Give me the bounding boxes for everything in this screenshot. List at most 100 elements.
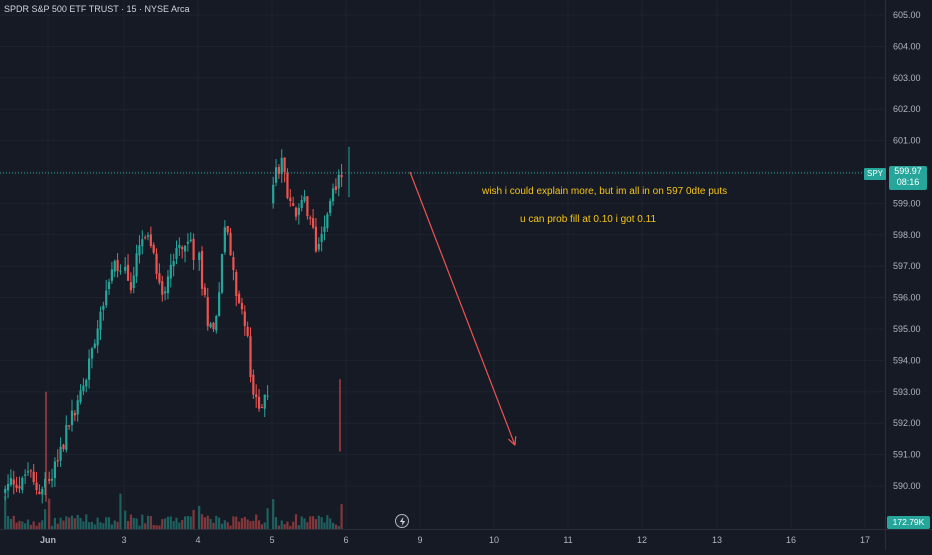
- volume-bar: [152, 524, 155, 529]
- volume-bar: [186, 516, 189, 529]
- candle-body: [283, 157, 286, 172]
- volume-bar: [79, 517, 82, 529]
- candle-body: [266, 395, 269, 397]
- volume-bar: [218, 517, 221, 529]
- time-tick-label: 11: [563, 535, 572, 545]
- candle-body: [220, 253, 224, 293]
- candle-body: [144, 237, 147, 239]
- candle-body: [126, 264, 130, 281]
- volume-bar: [206, 515, 209, 529]
- candle-body: [183, 245, 187, 252]
- candle-body: [203, 287, 206, 295]
- annotation-text-1[interactable]: wish i could explain more, but im all in…: [482, 186, 728, 197]
- candle-body: [6, 483, 10, 491]
- trend-arrow[interactable]: [409, 171, 517, 446]
- candle-body: [68, 425, 71, 427]
- volume-bar: [289, 525, 292, 529]
- time-tick-label: 10: [489, 535, 499, 545]
- candle-body: [198, 253, 201, 260]
- volume-bar: [141, 514, 144, 529]
- chart-title: SPDR S&P 500 ETF TRUST · 15 · NYSE Arca: [4, 4, 190, 14]
- volume-bar: [68, 517, 71, 529]
- lightning-icon[interactable]: [395, 514, 409, 528]
- candle-body: [41, 489, 44, 495]
- candle-body: [164, 291, 167, 294]
- volume-bar: [126, 521, 130, 529]
- candle-body: [110, 269, 113, 281]
- volume-bars: [4, 493, 343, 529]
- candle-body: [337, 174, 340, 189]
- candle-body: [226, 226, 229, 233]
- symbol-badge: SPY: [864, 168, 886, 180]
- time-axis[interactable]: Jun 3 4 5 6 9 10 11 12 13 16 17: [40, 535, 870, 545]
- candle-body: [209, 323, 212, 328]
- candle-body: [249, 336, 252, 378]
- last-price-badge: 599.97 08:16: [889, 166, 927, 190]
- volume-bar: [274, 517, 278, 529]
- candle-body: [12, 479, 15, 485]
- volume-bar: [124, 510, 127, 529]
- volume-bar: [277, 525, 280, 529]
- candle-body: [172, 261, 175, 267]
- volume-bar: [138, 525, 141, 529]
- volume-bar: [209, 518, 212, 529]
- price-axis[interactable]: 605.00604.00603.00602.00601.00600.00599.…: [893, 10, 921, 491]
- volume-bar: [249, 521, 252, 529]
- candle-body: [56, 460, 59, 462]
- price-tick-label: 591.00: [893, 450, 921, 460]
- volume-bar: [107, 517, 111, 529]
- candle-body: [116, 259, 119, 272]
- candle-body: [166, 276, 170, 294]
- candle-body: [102, 305, 105, 310]
- volume-bar: [203, 517, 206, 529]
- volume-bar: [294, 514, 298, 529]
- volume-bar: [329, 518, 332, 529]
- candle-body: [82, 385, 85, 392]
- candle-body: [93, 343, 96, 348]
- volume-bar: [300, 516, 303, 529]
- volume-bar: [144, 523, 147, 529]
- volume-bar: [41, 520, 44, 529]
- time-tick-label: 13: [712, 535, 722, 545]
- volume-bar: [215, 515, 218, 529]
- volume-bar: [99, 522, 102, 529]
- candle-body: [186, 241, 189, 244]
- candle-body: [297, 207, 300, 215]
- volume-bar: [280, 520, 283, 529]
- candle-body: [286, 172, 289, 199]
- candle-body: [306, 196, 309, 217]
- volume-bar: [149, 516, 152, 529]
- volume-bar: [48, 498, 51, 529]
- candle-body: [206, 297, 209, 327]
- candle-body: [229, 232, 232, 256]
- candle-body: [161, 281, 164, 295]
- volume-bar: [6, 516, 10, 529]
- candle-body: [314, 226, 318, 252]
- candle-body: [232, 257, 235, 270]
- volume-bar: [50, 525, 54, 529]
- volume-bar: [323, 522, 326, 529]
- arrow-head: [514, 436, 517, 446]
- candle-body: [155, 253, 158, 274]
- candle-body: [320, 233, 323, 243]
- price-tick-label: 601.00: [893, 136, 921, 146]
- candle-body: [218, 292, 221, 317]
- time-tick-label: 5: [269, 535, 274, 545]
- price-tick-label: 594.00: [893, 355, 921, 365]
- volume-bar: [119, 493, 122, 529]
- candle-body: [243, 311, 246, 327]
- volume-bar: [226, 522, 229, 529]
- volume-bar: [32, 521, 35, 529]
- candle-body: [88, 358, 91, 380]
- candle-body: [257, 396, 261, 409]
- candle-body: [272, 184, 275, 204]
- volume-bar: [105, 517, 108, 529]
- candle-body: [277, 166, 280, 175]
- candle-body: [334, 186, 337, 190]
- candle-body: [235, 272, 238, 297]
- annotation-text-2[interactable]: u can prob fill at 0.10 i got 0.11: [520, 214, 657, 225]
- candle-body: [212, 322, 215, 330]
- volume-bar: [200, 514, 204, 529]
